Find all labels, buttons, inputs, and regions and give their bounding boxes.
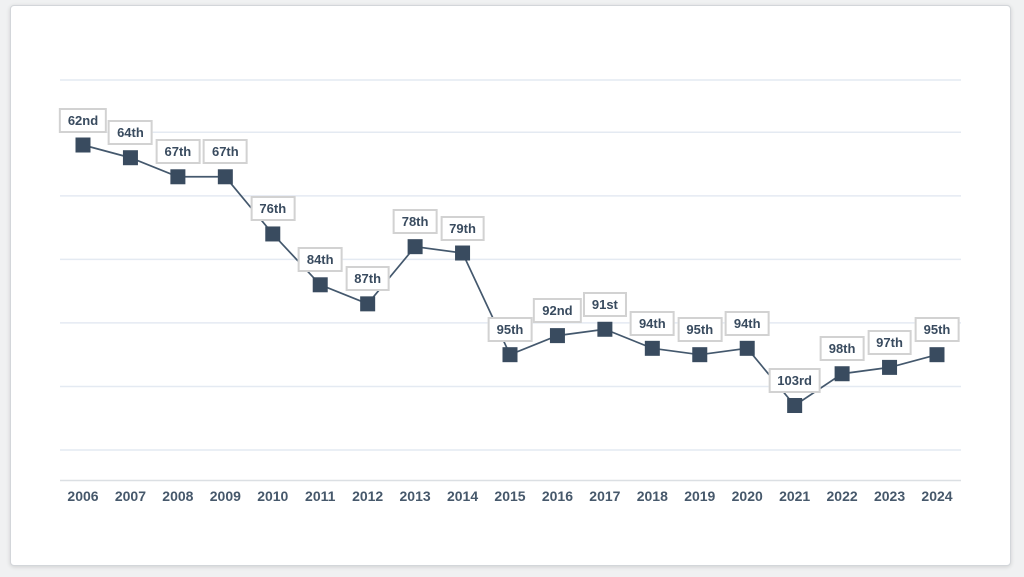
marker-2022[interactable] [834,366,850,382]
x-tick-2017: 2017 [589,488,620,504]
marker-2012[interactable] [360,296,376,312]
x-tick-2014: 2014 [447,488,478,504]
marker-2015[interactable] [502,347,518,363]
x-tick-2006: 2006 [67,488,98,504]
x-tick-2023: 2023 [874,488,905,504]
marker-2023[interactable] [882,359,898,375]
x-tick-2008: 2008 [162,488,193,504]
marker-2014[interactable] [455,245,471,261]
x-tick-2020: 2020 [732,488,763,504]
series-line [82,144,938,407]
marker-2013[interactable] [407,239,423,255]
marker-2010[interactable] [265,226,281,242]
x-tick-2012: 2012 [352,488,383,504]
x-tick-2010: 2010 [257,488,288,504]
marker-2017[interactable] [597,321,613,337]
x-tick-2013: 2013 [400,488,431,504]
marker-2006[interactable] [75,137,91,153]
marker-2024[interactable] [929,347,945,363]
x-tick-2019: 2019 [684,488,715,504]
x-tick-2018: 2018 [637,488,668,504]
marker-2018[interactable] [644,340,660,356]
x-tick-2022: 2022 [827,488,858,504]
marker-2011[interactable] [312,277,328,293]
marker-2016[interactable] [549,328,565,344]
x-tick-2007: 2007 [115,488,146,504]
marker-2019[interactable] [692,347,708,363]
marker-2020[interactable] [739,340,755,356]
x-tick-2024: 2024 [921,488,952,504]
marker-2008[interactable] [170,169,186,185]
chart-card [10,5,1011,566]
x-tick-2016: 2016 [542,488,573,504]
marker-2021[interactable] [787,398,803,414]
marker-2009[interactable] [217,169,233,185]
x-tick-2015: 2015 [494,488,525,504]
x-tick-2011: 2011 [305,488,336,504]
marker-2007[interactable] [122,150,138,166]
x-tick-2021: 2021 [779,488,810,504]
x-tick-2009: 2009 [210,488,241,504]
